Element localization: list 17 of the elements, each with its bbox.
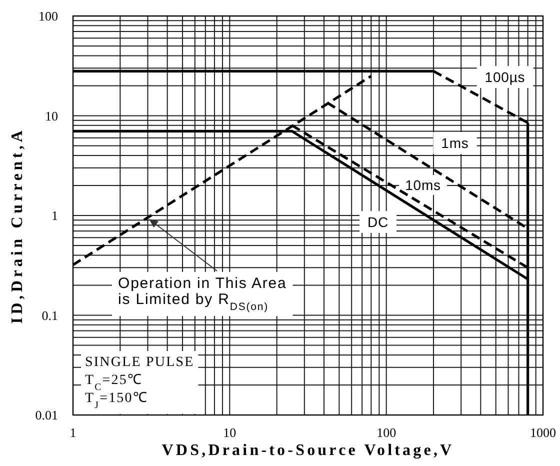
x-tick-label: 1000 <box>530 425 556 440</box>
x-tick-label: 1 <box>70 425 76 440</box>
x-tick-label: 100 <box>376 425 396 440</box>
annotation: Operation in This Area is Limited by R$_{DS(on)}$ <box>118 275 287 313</box>
annotation: DC <box>367 214 389 230</box>
annotation: SINGLE PULSE T$_{C}$=25℃ T$_{J}$=150℃ <box>85 355 194 410</box>
y-tick-label: 0.1 <box>42 308 58 323</box>
y-tick-label: 0.01 <box>35 408 58 422</box>
y-axis-title: ID,Drain Current,A <box>9 127 26 324</box>
annotation: 10ms <box>405 177 441 193</box>
annotation: 100µs <box>484 69 526 85</box>
y-tick-label: 100 <box>38 8 58 24</box>
annotation: 1ms <box>441 135 469 151</box>
x-axis-title: VDS,Drain-to-Source Voltage,V <box>162 442 454 459</box>
y-tick-label: 10 <box>45 108 58 124</box>
y-tick-label: 1 <box>52 208 58 223</box>
x-tick-label: 10 <box>223 425 236 440</box>
